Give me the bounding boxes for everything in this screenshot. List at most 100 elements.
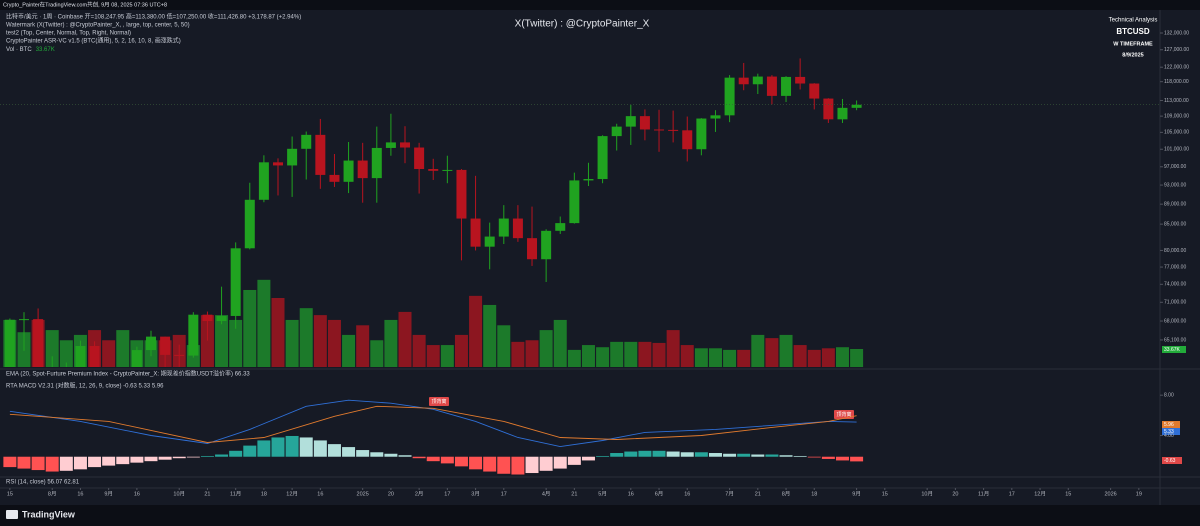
candle-body <box>287 148 298 166</box>
histogram-bar <box>384 453 398 457</box>
volume-bar <box>525 340 539 367</box>
volume-bar <box>581 345 595 367</box>
y-tick-label: 93,000.00 <box>1164 182 1186 188</box>
volume-bar <box>285 319 299 367</box>
histogram-bar <box>624 451 638 457</box>
volume-bar <box>469 295 483 367</box>
price-pane <box>0 58 1160 367</box>
y-tick-label: 101,000.00 <box>1164 147 1189 153</box>
candle-body <box>766 76 777 96</box>
candle-body <box>512 218 523 239</box>
histogram-bar <box>751 454 765 457</box>
histogram-bar <box>88 456 102 468</box>
histogram-bar <box>45 456 59 472</box>
y-tick-label: 122,000.00 <box>1164 65 1189 71</box>
tag-text: 5.96 <box>1164 422 1174 428</box>
histogram-bar <box>652 450 666 457</box>
volume-bar <box>553 319 567 367</box>
candle-body <box>442 169 453 171</box>
candle-body <box>668 129 679 131</box>
legend-line: CryptoPainter ASR-VC v1.5 (BTC(通用), 5, 2… <box>6 37 181 45</box>
volume-bar <box>215 315 229 367</box>
tag-text: 5.33 <box>1164 429 1174 435</box>
candle-body <box>555 223 566 231</box>
volume-bar <box>779 334 793 367</box>
histogram-bar <box>327 444 341 457</box>
volume-bar <box>793 345 807 367</box>
volume-bar <box>45 330 59 367</box>
volume-bar <box>59 340 73 367</box>
volume-bar <box>511 341 525 367</box>
histogram-bar <box>779 455 793 457</box>
y-tick-label: 77,000.00 <box>1164 264 1186 270</box>
volume-bar <box>694 348 708 367</box>
x-tick-label: 16 <box>134 491 140 497</box>
tag-text: 33.67K <box>1164 347 1181 353</box>
info-text: 8/9/2025 <box>1122 52 1143 58</box>
volume-bar <box>567 349 581 367</box>
macd-line <box>9 405 857 443</box>
volume-bar <box>638 341 652 367</box>
y-tick-label: 113,000.00 <box>1164 98 1189 104</box>
x-tick-label: 12月 <box>286 490 298 497</box>
volume-bar <box>243 289 257 367</box>
y-tick-label: 118,000.00 <box>1164 79 1189 85</box>
histogram-bar <box>285 435 299 457</box>
candle-body <box>851 104 862 108</box>
candle-body <box>131 350 142 367</box>
x-tick-label: 15 <box>1065 491 1071 497</box>
brand-text: TradingView <box>22 509 76 519</box>
candle-body <box>371 147 382 179</box>
tag <box>1162 421 1180 428</box>
volume-bar <box>483 304 497 367</box>
histogram-bar <box>158 456 172 460</box>
info-text: BTCUSD <box>1116 27 1150 36</box>
x-tick-label: 10月 <box>921 490 933 497</box>
volume-bar <box>652 342 666 367</box>
histogram-bar <box>694 452 708 457</box>
histogram-bar <box>17 456 31 469</box>
histogram-bar <box>596 455 610 457</box>
tag-text: -0.63 <box>1164 458 1176 464</box>
legend-line: Watermark (X(Twitter) : @CryptoPainter_X… <box>6 23 190 29</box>
histogram-bar <box>313 440 327 457</box>
y-tick-label: 80,000.00 <box>1164 248 1186 254</box>
volume-bar <box>821 348 835 367</box>
volume-bar <box>257 279 271 367</box>
candle-body <box>244 199 255 249</box>
x-tick-label: 16 <box>317 491 323 497</box>
volume-bar <box>313 315 327 367</box>
x-tick-label: 16 <box>628 491 634 497</box>
annotation: 顶背离 <box>431 398 446 405</box>
x-tick-label: 9月 <box>852 490 861 497</box>
volume-bar <box>299 308 313 367</box>
histogram-bar <box>116 456 130 465</box>
volume-bar <box>850 348 864 367</box>
histogram-bar <box>567 456 581 465</box>
volume-bar <box>610 341 624 367</box>
candle-body <box>484 236 495 247</box>
histogram-bar <box>708 453 722 457</box>
x-tick-label: 15 <box>7 491 13 497</box>
x-tick-label: 2025 <box>357 491 369 497</box>
vol-name: Vol · BTC <box>6 47 32 53</box>
watermark: X(Twitter) : @CryptoPainter_X <box>515 19 650 30</box>
candle-body <box>527 238 538 260</box>
candle-body <box>414 147 425 170</box>
candle-body <box>216 315 227 322</box>
candle-body <box>258 162 269 200</box>
volume-bar <box>102 340 116 367</box>
histogram-bar <box>793 455 807 457</box>
histogram-bar <box>412 456 426 459</box>
histogram-bar <box>723 453 737 457</box>
candle-body <box>597 136 608 180</box>
histogram-bar <box>553 456 567 469</box>
candle-body <box>145 336 156 351</box>
x-tick-label: 2月 <box>415 490 424 497</box>
y-tick-label: 68,000.00 <box>1164 318 1186 324</box>
candle-body <box>428 169 439 171</box>
histogram-bar <box>271 437 285 457</box>
histogram-bar <box>440 456 454 464</box>
